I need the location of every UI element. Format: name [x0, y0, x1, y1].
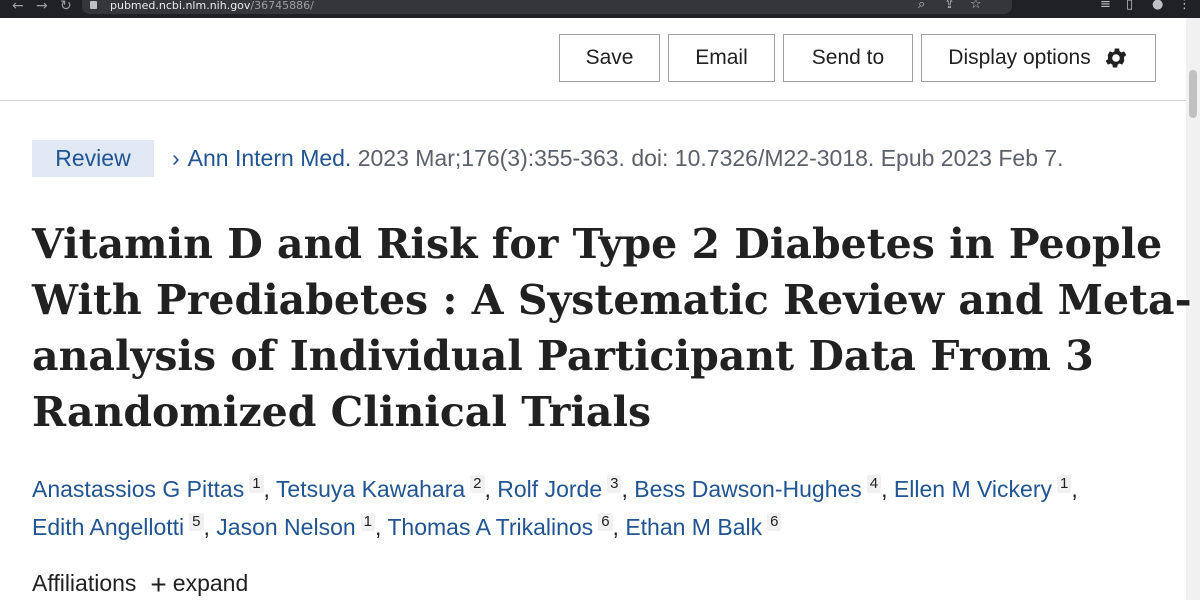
save-button-label: Save [585, 46, 634, 69]
affiliation-number[interactable]: 5 [189, 513, 204, 531]
author-link[interactable]: Thomas A Trikalinos [387, 514, 594, 540]
author-line: Anastassios G Pittas 1, Tetsuya Kawahara 2… [32, 475, 1078, 502]
affiliation-number[interactable]: 6 [767, 513, 782, 531]
title-line: Vitamin D and Risk for Type 2 Diabetes i… [32, 220, 1163, 268]
affiliation-number[interactable]: 1 [249, 475, 264, 493]
affiliations-toggle[interactable]: Affiliations + expand [32, 569, 248, 600]
citation-line: › Ann Intern Med. 2023 Mar;176(3):355-363… [172, 145, 1064, 172]
affiliations-label: Affiliations [32, 570, 137, 596]
scrollbar[interactable] [1186, 18, 1200, 600]
menu-icon[interactable]: ⋮ [1178, 0, 1191, 12]
affiliation-number[interactable]: 6 [598, 513, 613, 531]
article-title: Vitamin D and Risk for Type 2 Diabetes i… [32, 216, 1192, 440]
url-text: pubmed.ncbi.nlm.nih.gov/36745886/ [110, 0, 314, 12]
affiliation-number[interactable]: 2 [470, 475, 485, 493]
header-divider [0, 100, 1186, 101]
save-button[interactable]: Save [559, 34, 660, 82]
zoom-icon[interactable]: ⌕ [918, 0, 926, 12]
address-bar[interactable]: pubmed.ncbi.nlm.nih.gov/36745886/ ⌕ ⇪ ☆ [82, 0, 1012, 14]
journal-link[interactable]: Ann Intern Med. [187, 145, 352, 171]
display-options-label: Display options [948, 46, 1091, 69]
title-line: Randomized Clinical Trials [32, 388, 652, 436]
browser-toolbar: ← → ↻ pubmed.ncbi.nlm.nih.gov/36745886/ … [0, 0, 1200, 18]
lock-icon [90, 1, 97, 9]
author-link[interactable]: Edith Angellotti [32, 514, 185, 540]
affiliation-number[interactable]: 1 [360, 513, 375, 531]
email-button[interactable]: Email [668, 34, 775, 82]
send-to-button[interactable]: Send to [783, 34, 913, 82]
send-to-button-label: Send to [811, 46, 885, 69]
scrollbar-thumb[interactable] [1189, 70, 1197, 118]
chevron-right-icon[interactable]: › [172, 145, 180, 171]
author-line: Edith Angellotti 5, Jason Nelson 1, Thomas… [32, 508, 1182, 546]
gear-icon [1105, 48, 1126, 68]
email-button-label: Email [695, 46, 748, 69]
publication-type-label: Review [55, 145, 131, 171]
sidebar-icon[interactable]: ▯ [1126, 0, 1134, 12]
author-link[interactable]: Tetsuya Kawahara [275, 476, 466, 502]
profile-icon[interactable]: ● [1152, 0, 1164, 12]
affiliation-number[interactable]: 3 [607, 475, 622, 493]
title-line: analysis of Individual Participant Data … [32, 332, 1094, 380]
arrow-left-icon[interactable]: ← [12, 0, 24, 14]
expand-link[interactable]: expand [172, 570, 249, 596]
reading-list-icon[interactable]: ≡ [1100, 0, 1111, 12]
star-icon[interactable]: ☆ [970, 0, 982, 12]
author-link[interactable]: Rolf Jorde [497, 476, 603, 502]
publication-type-badge: Review [32, 140, 154, 177]
affiliation-number[interactable]: 1 [1057, 475, 1072, 493]
citation-details: 2023 Mar;176(3):355-363. doi: 10.7326/M2… [357, 145, 1064, 171]
author-link[interactable]: Bess Dawson-Hughes [634, 476, 862, 502]
reload-icon[interactable]: ↻ [60, 0, 72, 14]
author-link[interactable]: Anastassios G Pittas [32, 476, 245, 502]
display-options-button[interactable]: Display options [921, 34, 1156, 82]
arrow-right-icon[interactable]: → [36, 0, 48, 14]
title-line: With Prediabetes : A Systematic Review a… [32, 276, 1192, 324]
plus-icon[interactable]: + [150, 569, 167, 600]
author-link[interactable]: Jason Nelson [216, 514, 356, 540]
affiliation-number[interactable]: 4 [866, 475, 882, 493]
author-link[interactable]: Ellen M Vickery [893, 476, 1052, 502]
author-list: Anastassios G Pittas 1, Tetsuya Kawahara 2… [32, 470, 1182, 546]
share-icon[interactable]: ⇪ [944, 0, 955, 12]
author-link[interactable]: Ethan M Balk [625, 514, 763, 540]
